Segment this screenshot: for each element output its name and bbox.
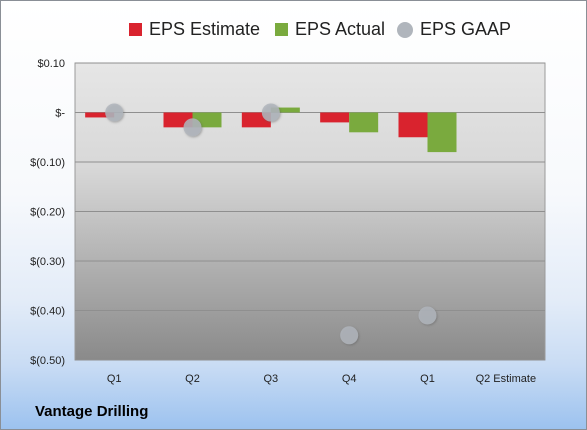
bar-series <box>85 107 457 153</box>
y-tick-label: $- <box>55 108 65 120</box>
legend-label-actual: EPS Actual <box>295 19 386 39</box>
legend-swatch-gaap <box>397 21 413 38</box>
x-tick-label: Q3 <box>263 373 278 385</box>
bar-estimate <box>398 112 428 138</box>
x-tick-label: Q4 <box>342 373 357 385</box>
legend-label-estimate: EPS Estimate <box>149 19 261 39</box>
legend-item-gaap: EPS GAAP <box>397 19 511 40</box>
legend-swatch-estimate <box>129 23 142 36</box>
bar-estimate <box>320 112 350 123</box>
y-tick-label: $(0.40) <box>30 306 65 318</box>
bar-actual <box>270 107 300 113</box>
y-axis-tick-labels: $0.10 $- $(0.10) $(0.20) $(0.30) $(0.40) $(0.5… <box>30 58 65 367</box>
legend-label-gaap: EPS GAAP <box>420 19 512 39</box>
dot-gaap <box>418 306 437 325</box>
bar-actual <box>349 112 379 133</box>
bar-estimate <box>85 112 115 118</box>
y-tick-label: $(0.10) <box>30 157 65 169</box>
legend-item-actual: EPS Actual <box>275 19 385 40</box>
x-tick-label: Q1 <box>107 373 122 385</box>
company-name: Vantage Drilling <box>35 403 149 420</box>
dot-gaap <box>183 118 202 137</box>
legend-item-estimate: EPS Estimate <box>129 19 260 40</box>
legend-swatch-actual <box>275 23 288 36</box>
y-tick-label: $(0.30) <box>30 256 65 268</box>
y-tick-label: $(0.50) <box>30 355 65 367</box>
x-tick-label: Q2 Estimate <box>476 373 537 385</box>
y-tick-label: $(0.20) <box>30 207 65 219</box>
dot-gaap <box>105 103 124 122</box>
x-tick-label: Q1 <box>420 373 435 385</box>
bar-actual <box>427 112 457 153</box>
x-tick-label: Q2 <box>185 373 200 385</box>
legend: EPS Estimate EPS Actual EPS GAAP <box>1 15 586 47</box>
x-axis-tick-labels: Q1 Q2 Q3 Q4 Q1 Q2 Estimate <box>107 373 536 385</box>
gridlines <box>75 62 545 361</box>
gaap-dot-series <box>105 103 437 345</box>
dot-gaap <box>340 326 359 345</box>
y-tick-label: $0.10 <box>37 58 65 70</box>
dot-gaap <box>261 103 280 122</box>
